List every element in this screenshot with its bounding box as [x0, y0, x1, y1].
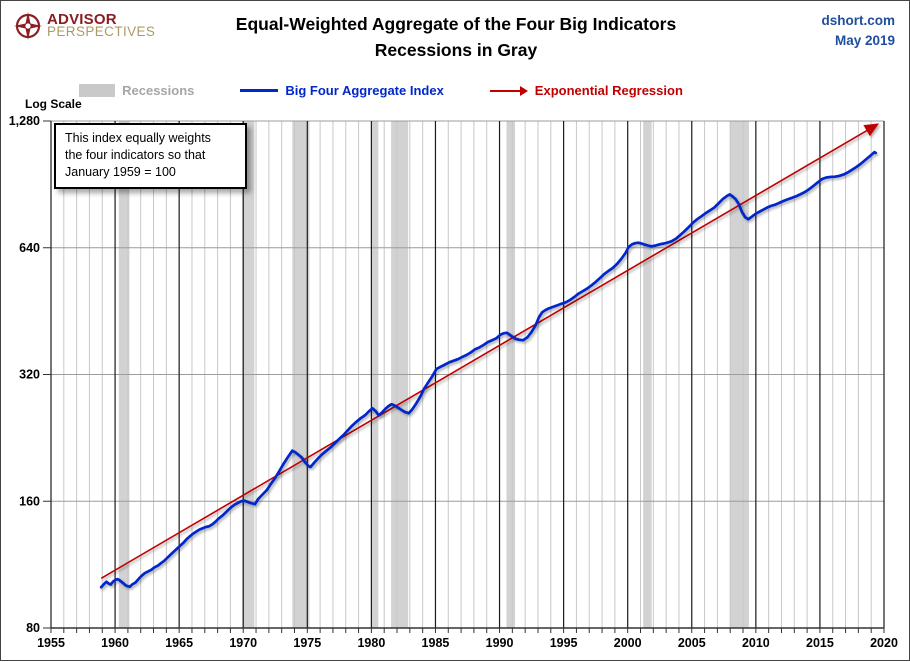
svg-text:1995: 1995: [550, 636, 578, 650]
legend-recessions-label: Recessions: [122, 83, 195, 98]
logo-perspectives-text: PERSPECTIVES: [47, 24, 156, 39]
svg-text:2020: 2020: [870, 636, 898, 650]
chart-title-line1: Equal-Weighted Aggregate of the Four Big…: [235, 14, 677, 34]
svg-text:2000: 2000: [614, 636, 642, 650]
svg-text:2005: 2005: [678, 636, 706, 650]
chart-title: Equal-Weighted Aggregate of the Four Big…: [141, 11, 771, 63]
legend-regression-label: Exponential Regression: [534, 83, 683, 98]
svg-text:1965: 1965: [165, 636, 193, 650]
y-axis-scale-label: Log Scale: [25, 97, 82, 111]
source-block: dshort.com May 2019: [821, 11, 895, 51]
regression-line: [100, 123, 880, 579]
chart-title-line2: Recessions in Gray: [374, 40, 538, 60]
legend-item-index: Big Four Aggregate Index: [240, 83, 444, 98]
svg-text:1,280: 1,280: [9, 114, 40, 128]
logo-advisor-text: ADVISOR: [47, 11, 117, 28]
advisor-perspectives-logo: ADVISOR PERSPECTIVES: [13, 11, 155, 41]
svg-text:2015: 2015: [806, 636, 834, 650]
annotation-line2: the four indicators so that: [65, 148, 206, 162]
annotation-line1: This index equally weights: [65, 131, 211, 145]
source-site: dshort.com: [821, 13, 895, 28]
svg-text:1955: 1955: [37, 636, 65, 650]
x-axis-tick-labels: 1955 1960 1965 1970 1975 1980 1985 1990 1995 2000…: [37, 636, 898, 650]
svg-text:160: 160: [19, 494, 40, 508]
svg-text:1980: 1980: [357, 636, 385, 650]
legend-index-label: Big Four Aggregate Index: [285, 83, 444, 98]
major-gridlines: [50, 121, 885, 628]
blue-line-swatch-icon: [240, 89, 279, 92]
svg-text:1975: 1975: [293, 636, 321, 650]
annotation-box: This index equally weights the four indi…: [54, 123, 247, 189]
legend-item-regression: Exponential Regression: [489, 83, 683, 98]
horizontal-gridlines: [51, 120, 884, 502]
axes: [43, 120, 885, 633]
svg-text:1970: 1970: [229, 636, 257, 650]
annotation-line3: January 1959 = 100: [65, 165, 176, 179]
recession-band-swatch-icon: [79, 84, 116, 97]
svg-text:320: 320: [19, 368, 40, 382]
chart-legend: Recessions Big Four Aggregate Index Expo…: [51, 83, 711, 98]
svg-text:1960: 1960: [101, 636, 129, 650]
legend-item-recessions: Recessions: [79, 83, 194, 98]
y-axis-tick-labels: 1,280 640 320 160 80: [9, 114, 40, 635]
svg-text:80: 80: [26, 621, 40, 635]
svg-text:2010: 2010: [742, 636, 770, 650]
red-arrow-swatch-icon: [489, 85, 528, 96]
svg-text:640: 640: [19, 241, 40, 255]
index-series-line: [99, 150, 878, 589]
compass-rose-icon: [14, 12, 42, 40]
source-date: May 2019: [834, 33, 895, 48]
svg-text:1985: 1985: [422, 636, 450, 650]
svg-text:1990: 1990: [486, 636, 514, 650]
